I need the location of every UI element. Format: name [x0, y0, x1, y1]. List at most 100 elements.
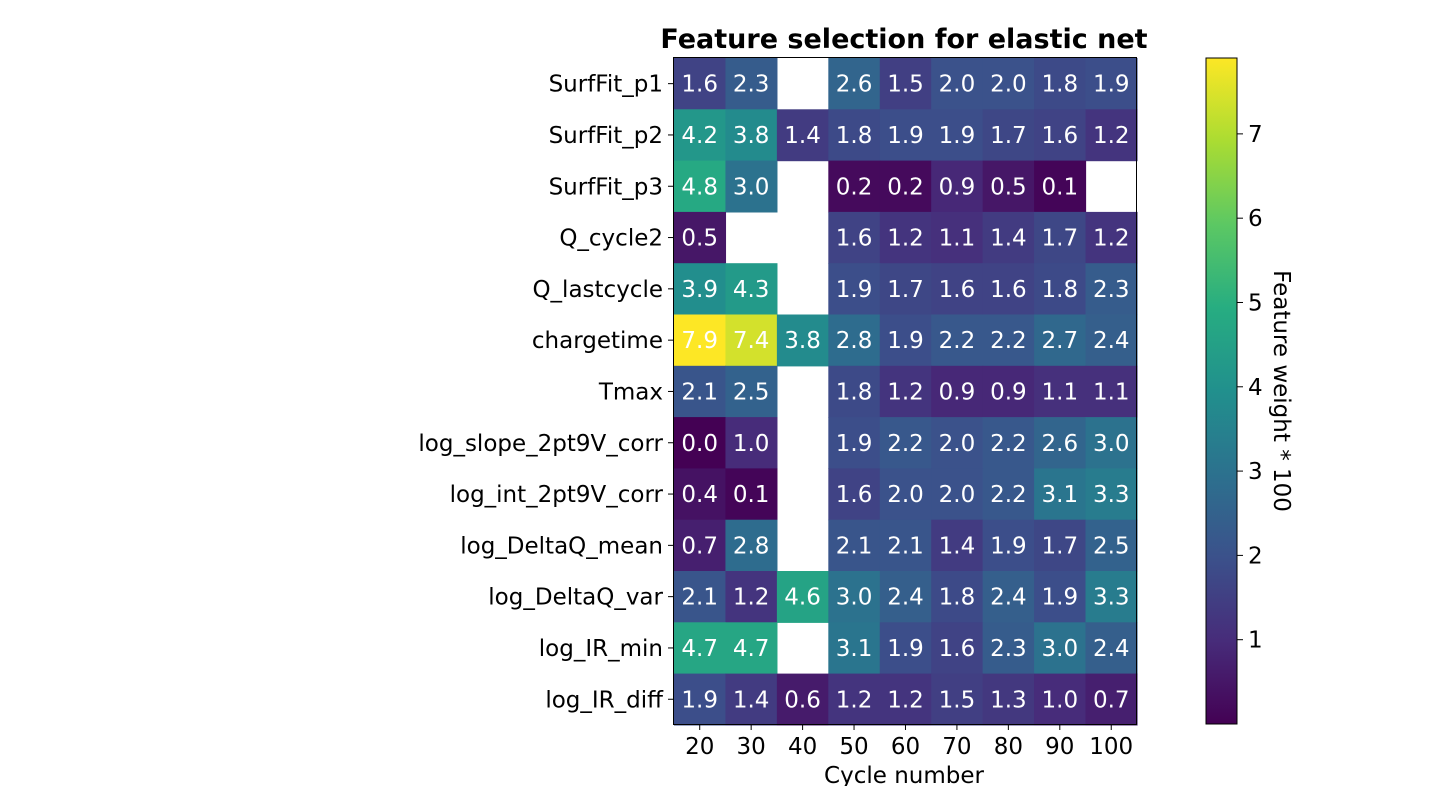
cell-value-label: 3.0 [836, 585, 873, 611]
heatmap-cell [1034, 673, 1087, 726]
heatmap-cell [828, 417, 881, 469]
heatmap-cell [982, 314, 1035, 367]
heatmap-cell [879, 417, 932, 469]
cell-value-label: 4.8 [681, 174, 718, 200]
cell-value-label: 1.6 [836, 482, 873, 508]
heatmap-cell [674, 468, 727, 521]
heatmap-cell [776, 314, 829, 367]
cell-value-label: 1.6 [836, 226, 873, 252]
heatmap-cell [931, 417, 984, 469]
y-tick-labels: SurfFit_p1 SurfFit_p2 SurfFit_p3 Q_cycle2 Q_… [418, 72, 674, 713]
cell-value-label: 0.6 [784, 687, 821, 713]
heatmap-cell [725, 58, 778, 110]
heatmap-cell [725, 622, 778, 675]
heatmap-cell [725, 109, 778, 162]
heatmap-cell [931, 468, 984, 521]
cell-value-label: 2.1 [681, 379, 718, 405]
cell-value-label: 2.0 [939, 72, 976, 98]
cell-value-label: 7.9 [681, 328, 718, 354]
heatmap-cell [1085, 263, 1138, 316]
heatmap-cell [879, 571, 932, 623]
cell-value-label: 1.1 [1042, 379, 1079, 405]
heatmap-cell [1085, 519, 1138, 572]
cell-value-label: 2.2 [939, 328, 976, 354]
cell-value-label: 1.9 [836, 431, 873, 457]
heatmap-cell [828, 211, 881, 264]
heatmap-cell [982, 160, 1035, 213]
cell-value-label: 2.2 [990, 482, 1027, 508]
cell-value-label: 1.2 [1093, 226, 1130, 252]
heatmap-cell [879, 519, 932, 572]
heatmap-cell [674, 673, 727, 726]
cell-value-label: 2.5 [733, 379, 770, 405]
cell-value-label: 2.3 [733, 72, 770, 98]
cell-value-label: 1.5 [939, 687, 976, 713]
cell-value-label: 0.9 [939, 174, 976, 200]
cell-value-label: 0.2 [887, 174, 924, 200]
cell-value-label: 2.0 [990, 72, 1027, 98]
x-tick-label: 20 [685, 734, 714, 760]
heatmap-cell [674, 365, 727, 418]
cell-value-label: 4.7 [733, 636, 770, 662]
heatmap-cell [1034, 211, 1087, 264]
cell-value-label: 1.3 [990, 687, 1027, 713]
heatmap-cell [982, 622, 1035, 675]
cell-value-label: 1.4 [784, 123, 821, 149]
heatmap-cell [674, 58, 727, 110]
cell-value-label: 1.8 [1042, 277, 1079, 303]
x-tick-label: 50 [839, 734, 868, 760]
cell-value-label: 2.7 [1042, 328, 1079, 354]
cell-value-label: 1.2 [887, 379, 924, 405]
x-tick-label: 60 [891, 734, 920, 760]
heatmap-cell [931, 519, 984, 572]
heatmap-cell [1085, 314, 1138, 367]
cell-value-label: 3.3 [1093, 585, 1130, 611]
heatmap-cell [1034, 417, 1087, 469]
cell-value-label: 1.9 [1042, 585, 1079, 611]
cell-value-label: 3.8 [784, 328, 821, 354]
x-tick-labels: 20 30 40 50 60 70 80 90 100 [685, 724, 1133, 760]
heatmap-cell [1085, 468, 1138, 521]
cell-value-label: 1.9 [939, 123, 976, 149]
cell-value-label: 2.4 [1093, 636, 1130, 662]
heatmap-cell [982, 519, 1035, 572]
cell-value-label: 1.0 [733, 431, 770, 457]
heatmap-cell [879, 211, 932, 264]
heatmap-cell [931, 622, 984, 675]
heatmap-cell [1034, 58, 1087, 110]
cell-value-label: 1.5 [887, 72, 924, 98]
heatmap-cell [982, 58, 1035, 110]
heatmap-cell [725, 417, 778, 469]
cell-value-label: 1.2 [733, 585, 770, 611]
colorbar-tick-label: 3 [1248, 459, 1263, 485]
heatmap-cell [879, 160, 932, 213]
cell-value-label: 1.6 [939, 277, 976, 303]
cell-value-label: 4.2 [681, 123, 718, 149]
heatmap-cell [828, 468, 881, 521]
cell-value-label: 0.7 [1093, 687, 1130, 713]
cell-value-label: 0.4 [681, 482, 718, 508]
cell-value-label: 1.8 [836, 123, 873, 149]
heatmap-cell [674, 211, 727, 264]
chart-title: Feature selection for elastic net [660, 24, 1147, 55]
cell-value-label: 4.7 [681, 636, 718, 662]
cell-value-label: 2.6 [1042, 431, 1079, 457]
cell-value-label: 0.0 [681, 431, 718, 457]
x-tick-label: 30 [737, 734, 766, 760]
cell-value-label: 3.9 [681, 277, 718, 303]
heatmap-cell [1034, 314, 1087, 367]
cell-value-label: 2.4 [990, 585, 1027, 611]
y-tick-label: log_DeltaQ_mean [460, 533, 663, 559]
colorbar-label: Feature weight * 100 [1268, 270, 1294, 512]
heatmap-cell [1034, 263, 1087, 316]
heatmap-cell [982, 571, 1035, 623]
heatmap-cell [828, 622, 881, 675]
cell-value-label: 1.4 [939, 533, 976, 559]
heatmap-cell [674, 622, 727, 675]
cell-value-label: 2.2 [990, 431, 1027, 457]
heatmap-cell [1034, 519, 1087, 572]
heatmap-cell [674, 314, 727, 367]
heatmap-cell [828, 109, 881, 162]
cell-value-label: 1.9 [1093, 72, 1130, 98]
cell-value-label: 2.0 [939, 482, 976, 508]
